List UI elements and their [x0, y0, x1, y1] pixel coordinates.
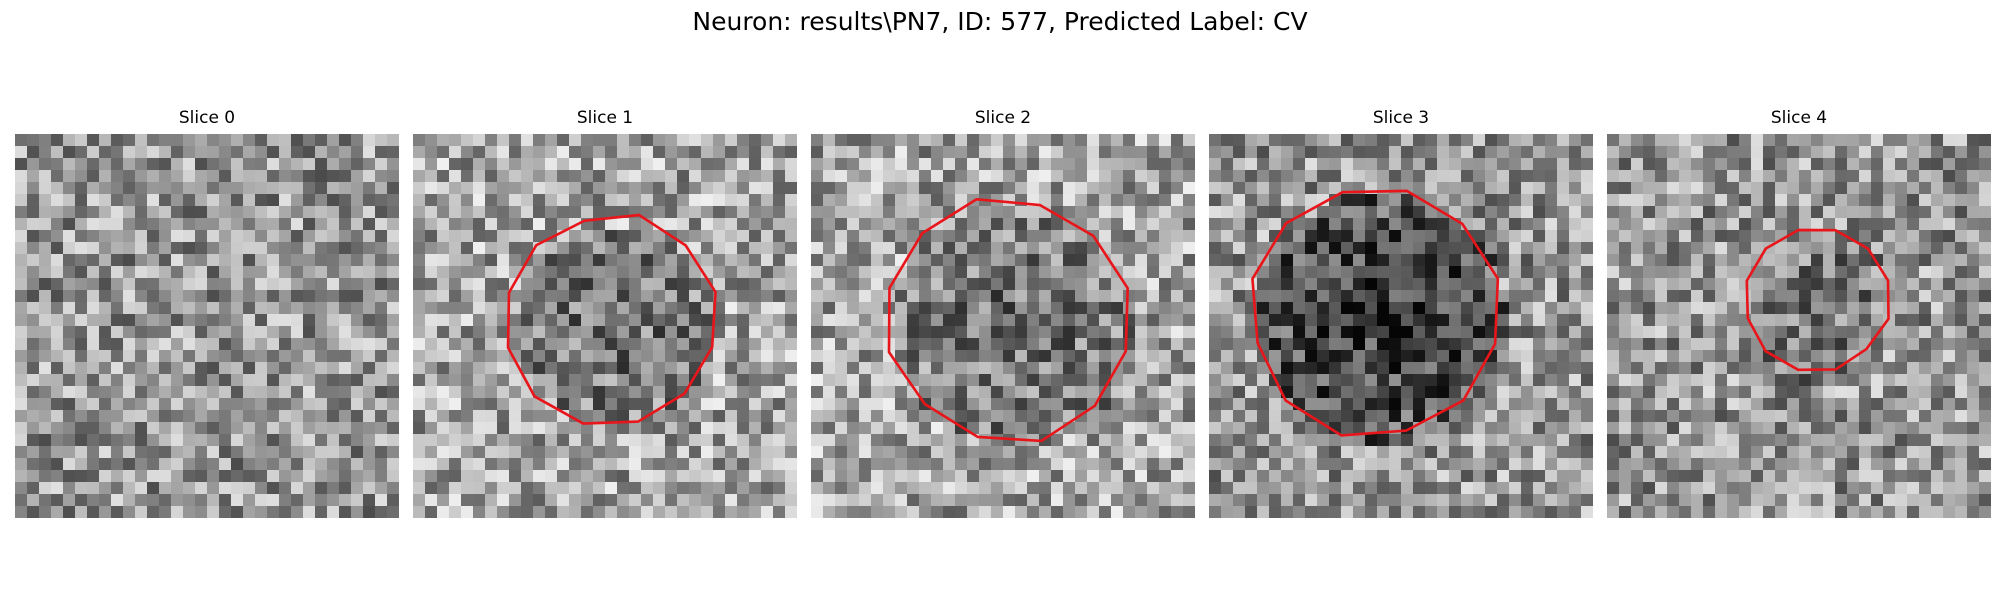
- contour-overlay: [1745, 228, 1890, 372]
- slice-image: [15, 134, 399, 518]
- slice-image: [1209, 134, 1593, 518]
- slice-panel-2: Slice 2: [811, 108, 1195, 518]
- slice-title: Slice 3: [1372, 108, 1430, 128]
- slice-panel-1: Slice 1: [413, 108, 797, 518]
- contour-overlay: [15, 134, 399, 518]
- contour-line: [887, 197, 1129, 443]
- slice-image: [1607, 134, 1991, 518]
- slice-image: [811, 134, 1195, 518]
- contour-overlay: [887, 197, 1129, 443]
- contour-line: [1745, 228, 1890, 372]
- contour-line: [1251, 189, 1500, 437]
- slice-panel-0: Slice 0: [15, 108, 399, 518]
- slice-title: Slice 2: [974, 108, 1032, 128]
- slice-image: [413, 134, 797, 518]
- slice-title: Slice 0: [178, 108, 236, 128]
- contour-overlay: [1251, 189, 1500, 437]
- slice-title: Slice 4: [1770, 108, 1828, 128]
- slice-panel-4: Slice 4: [1607, 108, 1991, 518]
- contour-overlay: [506, 213, 717, 425]
- slice-panel-3: Slice 3: [1209, 108, 1593, 518]
- figure-title: Neuron: results\PN7, ID: 577, Predicted …: [692, 7, 1308, 36]
- contour-line: [506, 213, 717, 425]
- slice-title: Slice 1: [576, 108, 634, 128]
